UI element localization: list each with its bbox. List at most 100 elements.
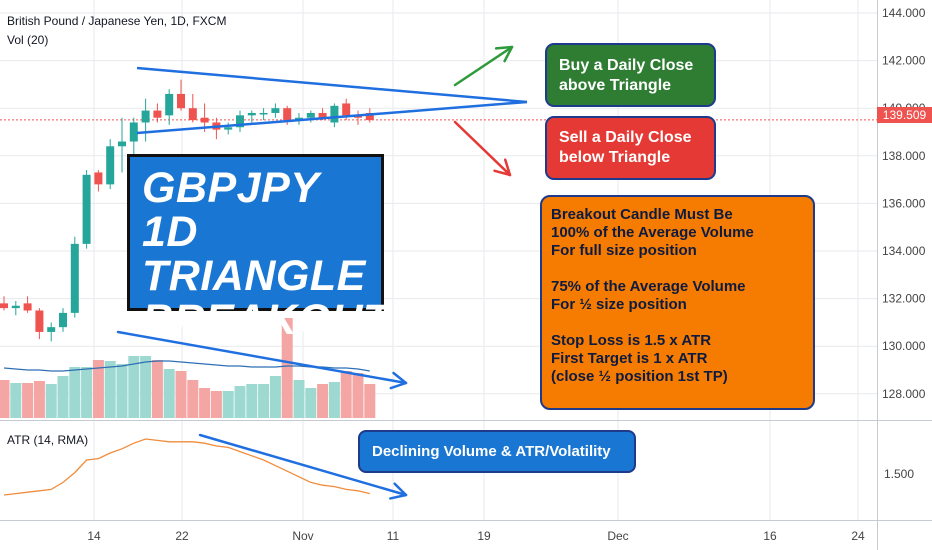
sell-arrow-head xyxy=(493,158,512,177)
sell-callout-line: Sell a Daily Close xyxy=(559,129,692,146)
atr-trend-arrow xyxy=(198,433,408,500)
volume-trend-arrow-head xyxy=(389,371,408,390)
atr-line xyxy=(3,438,370,496)
candle-body xyxy=(118,141,126,147)
candle-body xyxy=(236,115,244,128)
rules-spacer xyxy=(551,314,813,332)
candle-body xyxy=(306,112,315,118)
time-tick-label: Nov xyxy=(292,529,313,543)
buy-callout-line: Buy a Daily Close xyxy=(559,57,694,74)
volume-bar xyxy=(69,367,81,418)
volume-bar xyxy=(234,386,246,418)
candle-body xyxy=(153,110,162,118)
time-tick-label: Dec xyxy=(607,529,628,543)
rules-callout: Breakout Candle Must Be 100% of the Aver… xyxy=(540,195,815,410)
candle-body xyxy=(330,105,339,123)
rules-spacer xyxy=(551,260,813,278)
volume-indicator-label: Vol (20) xyxy=(7,33,49,47)
buy-arrow xyxy=(453,45,514,87)
time-axis: 14 22 Nov 11 19 Dec 16 24 xyxy=(87,529,865,543)
triangle-lower-line xyxy=(136,100,528,135)
symbol-title: British Pound / Japanese Yen, 1D, FXCM xyxy=(7,14,227,28)
buy-arrow-head xyxy=(494,45,514,63)
volume-note-text: Declining Volume & ATR/Volatility xyxy=(372,443,611,460)
time-tick-label: 24 xyxy=(851,529,865,543)
volume-bar xyxy=(246,384,258,418)
triangle-upper-line xyxy=(136,66,528,104)
volume-note-callout: Declining Volume & ATR/Volatility xyxy=(358,430,636,473)
volume-bar xyxy=(269,376,281,418)
price-tick-label: 142.000 xyxy=(882,54,926,68)
buy-callout-line: above Triangle xyxy=(559,77,672,94)
candle-body xyxy=(283,108,292,121)
volume-bar xyxy=(57,376,69,418)
price-tick-label: 130.000 xyxy=(882,339,926,353)
candle-body xyxy=(365,112,374,121)
volume-bar xyxy=(10,383,22,418)
candles xyxy=(0,79,374,342)
candle-body xyxy=(259,112,268,115)
title-callout-line: GBPJPY 1D xyxy=(142,164,319,256)
triangle-pattern xyxy=(136,66,528,135)
volume-bar xyxy=(45,384,57,418)
time-tick-label: 22 xyxy=(175,529,189,543)
price-tick-label: 132.000 xyxy=(882,292,926,306)
volume-bar xyxy=(222,391,234,418)
volume-bar xyxy=(305,388,317,418)
candle-body xyxy=(59,312,67,328)
rules-line: For full size position xyxy=(551,242,697,259)
title-callout-line: BREAKOUT xyxy=(142,296,390,344)
last-price-tag: 139.509 xyxy=(877,107,932,123)
candle-body xyxy=(177,93,185,109)
volume-bar xyxy=(33,381,45,418)
buy-arrow-shaft xyxy=(453,45,514,87)
candle-body xyxy=(200,117,209,123)
candle-body xyxy=(35,310,44,332)
price-tick-label: 144.000 xyxy=(882,6,926,20)
candle-body xyxy=(94,172,103,185)
volume-bar xyxy=(317,384,329,418)
candle-body xyxy=(165,93,174,116)
volume-trend-arrow xyxy=(116,330,408,390)
volume-bar xyxy=(104,361,116,418)
rules-line: 100% of the Average Volume xyxy=(551,224,754,241)
volume-bar xyxy=(210,391,222,418)
volume-bar xyxy=(175,371,187,418)
time-tick-label: 11 xyxy=(387,529,400,543)
candle-body xyxy=(141,110,150,123)
candle-body xyxy=(11,305,20,309)
candle-body xyxy=(82,174,91,244)
candle-body xyxy=(70,243,79,313)
volume-bar xyxy=(293,380,305,418)
atr-trend-arrow-head xyxy=(389,482,408,500)
rules-line: Stop Loss is 1.5 x ATR xyxy=(551,332,712,349)
volume-bar xyxy=(364,384,376,418)
rules-line: (close ½ position 1st TP) xyxy=(551,368,728,385)
sell-callout-line: below Triangle xyxy=(559,149,671,166)
volume-bar xyxy=(151,360,163,418)
price-tick-label: 138.000 xyxy=(882,149,926,163)
volume-bar xyxy=(92,360,104,418)
volume-bar xyxy=(0,380,10,418)
volume-bar xyxy=(258,384,270,418)
candle-body xyxy=(106,146,115,185)
time-tick-label: 19 xyxy=(477,529,491,543)
volume-bar xyxy=(340,371,352,418)
volume-bar xyxy=(328,382,340,418)
buy-callout: Buy a Daily Close above Triangle xyxy=(545,43,716,107)
volume-trend-arrow-shaft xyxy=(116,330,408,385)
candle-body xyxy=(318,112,327,118)
volume-bar xyxy=(281,318,293,418)
candle-body xyxy=(224,127,233,130)
volume-bar xyxy=(128,356,140,418)
candle-body xyxy=(129,122,138,142)
rules-line: First Target is 1 x ATR xyxy=(551,350,708,367)
sell-arrow xyxy=(453,120,512,177)
volume-bar xyxy=(140,356,152,418)
volume-bar xyxy=(81,367,93,418)
candle-body xyxy=(188,108,197,121)
price-axis: 128.000 130.000 132.000 134.000 136.000 138.0… xyxy=(882,6,926,481)
time-tick-label: 14 xyxy=(87,529,101,543)
volume-bar xyxy=(22,383,34,418)
volume-bars xyxy=(0,318,376,418)
